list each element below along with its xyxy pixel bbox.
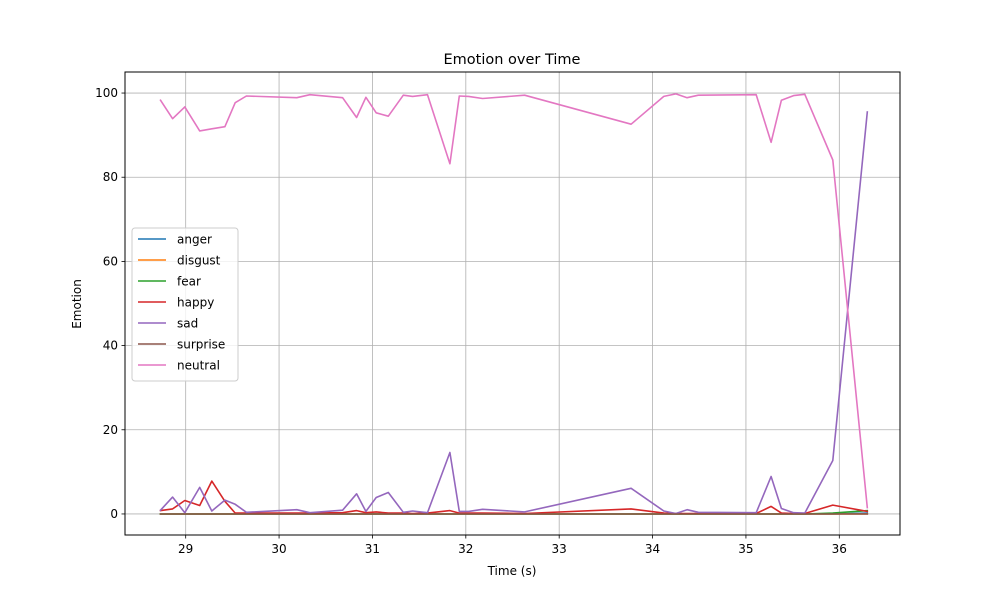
series-line-sad bbox=[159, 111, 869, 515]
plot-frame bbox=[124, 71, 901, 536]
chart-title: Emotion over Time bbox=[444, 52, 581, 68]
y-tick-label: 20 bbox=[103, 423, 118, 437]
grid-lines bbox=[125, 72, 900, 535]
y-tick-label: 40 bbox=[103, 339, 118, 353]
y-tick-label: 80 bbox=[103, 170, 118, 184]
y-tick-label: 100 bbox=[95, 86, 118, 100]
legend-label-neutral: neutral bbox=[177, 359, 220, 373]
legend-label-anger: anger bbox=[177, 233, 212, 247]
series-line-neutral bbox=[159, 93, 869, 509]
legend-box bbox=[131, 227, 239, 382]
legend: anger disgust fear happy sad surprise neutral bbox=[131, 227, 239, 382]
x-tick-label: 34 bbox=[645, 542, 660, 556]
x-tick-label: 36 bbox=[832, 542, 847, 556]
series-line-happy bbox=[159, 480, 869, 515]
series-lines bbox=[159, 93, 869, 515]
legend-label-fear: fear bbox=[177, 275, 201, 289]
x-axis-label: Time (s) bbox=[487, 564, 537, 578]
x-tick-label: 30 bbox=[271, 542, 286, 556]
legend-label-sad: sad bbox=[177, 317, 198, 331]
x-axis-ticks: 29 30 31 32 33 34 35 36 bbox=[178, 535, 847, 556]
legend-label-happy: happy bbox=[177, 296, 214, 310]
y-tick-label: 0 bbox=[110, 507, 118, 521]
y-axis-ticks: 0 20 40 60 80 100 bbox=[95, 86, 125, 521]
x-tick-label: 31 bbox=[365, 542, 380, 556]
x-tick-label: 29 bbox=[178, 542, 193, 556]
x-tick-label: 32 bbox=[458, 542, 473, 556]
y-tick-label: 60 bbox=[103, 254, 118, 268]
legend-label-disgust: disgust bbox=[177, 254, 221, 268]
y-axis-label: Emotion bbox=[70, 279, 84, 329]
x-tick-label: 35 bbox=[738, 542, 753, 556]
x-tick-label: 33 bbox=[552, 542, 567, 556]
legend-label-surprise: surprise bbox=[177, 338, 225, 352]
